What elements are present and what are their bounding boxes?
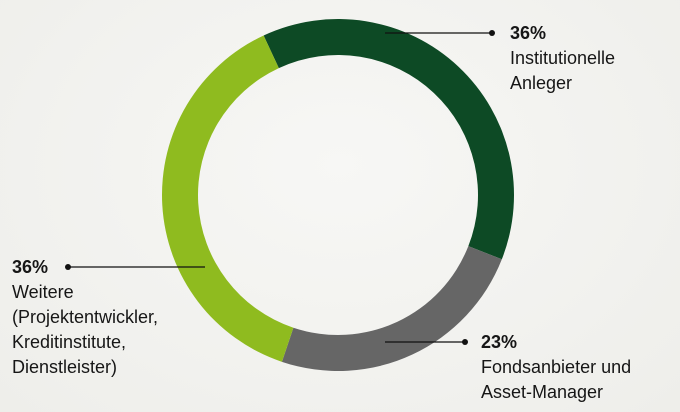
- leader-dot: [462, 339, 468, 345]
- segment-label: 36% Weitere (Projektentwickler, Kreditins…: [12, 255, 177, 380]
- leader-dot: [489, 30, 495, 36]
- segment-label: 36% Institutionelle Anleger: [510, 21, 670, 96]
- donut-segment: [162, 35, 294, 362]
- donut-segment: [263, 18, 515, 260]
- category-label: Fondsanbieter und Asset-Manager: [481, 357, 632, 402]
- donut-segment: [281, 246, 502, 371]
- segment-label: 23% Fondsanbieter und Asset-Manager: [481, 330, 680, 405]
- percent-label: 23%: [481, 332, 518, 352]
- category-label: Weitere (Projektentwickler, Kreditinstit…: [12, 282, 159, 377]
- category-label: Institutionelle Anleger: [510, 48, 616, 93]
- percent-label: 36%: [12, 257, 49, 277]
- leader-dot: [65, 264, 71, 270]
- percent-label: 36%: [510, 23, 547, 43]
